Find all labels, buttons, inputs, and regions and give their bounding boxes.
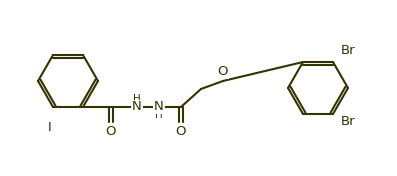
Text: Br: Br — [341, 115, 356, 128]
Text: O: O — [218, 65, 228, 78]
Text: Br: Br — [341, 43, 356, 56]
Text: O: O — [106, 125, 116, 139]
Text: I: I — [48, 121, 52, 134]
Text: H: H — [155, 110, 163, 120]
Text: N: N — [154, 100, 164, 114]
Text: O: O — [176, 125, 186, 139]
Text: N: N — [132, 100, 142, 114]
Text: H: H — [133, 94, 141, 104]
